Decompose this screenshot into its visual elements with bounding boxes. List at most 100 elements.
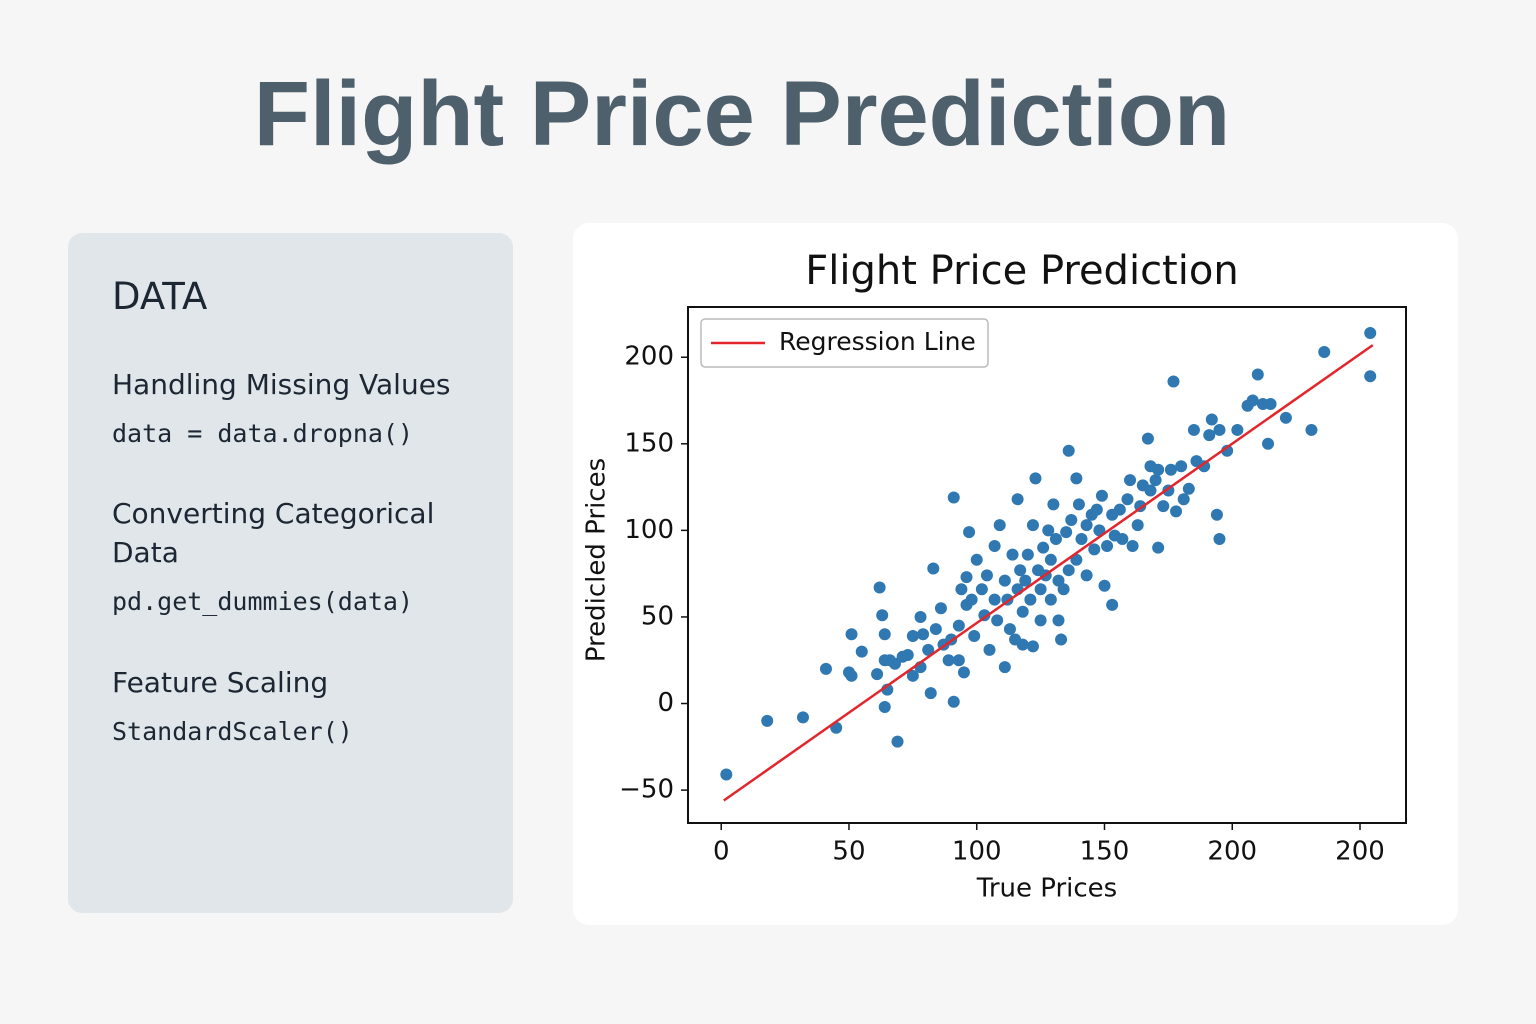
item-code: data = data.dropna()	[112, 419, 414, 448]
scatter-point	[878, 700, 891, 713]
scatter-point	[970, 553, 983, 566]
scatter-point	[761, 714, 774, 727]
x-tick-label: 150	[1080, 837, 1130, 867]
scatter-point	[927, 562, 940, 575]
scatter-point	[1203, 429, 1216, 442]
scatter-point	[1019, 574, 1032, 587]
scatter-point	[1026, 640, 1039, 653]
scatter-point	[845, 628, 858, 641]
scatter-point	[1006, 548, 1019, 561]
scatter-point	[1101, 539, 1114, 552]
scatter-point	[993, 519, 1006, 532]
scatter-point	[1003, 623, 1016, 636]
scatter-point	[1026, 519, 1039, 532]
panel-heading: DATA	[112, 275, 208, 318]
scatter-point	[1057, 583, 1070, 596]
scatter-point	[1231, 423, 1244, 436]
y-tick-label: 150	[624, 428, 674, 458]
scatter-point	[876, 609, 889, 622]
scatter-point	[871, 668, 884, 681]
item-code: StandardScaler()	[112, 717, 353, 746]
item-title: Handling Missing Values	[112, 368, 451, 401]
scatter-point	[796, 711, 809, 724]
scatter-point	[1305, 423, 1318, 436]
scatter-point	[1021, 548, 1034, 561]
scatter-point	[855, 645, 868, 658]
scatter-point	[1049, 533, 1062, 546]
scatter-point	[901, 649, 914, 662]
scatter-point	[819, 662, 832, 675]
item-title: Converting Categorical Data	[112, 497, 435, 569]
scatter-point	[906, 669, 919, 682]
scatter-point	[1011, 493, 1024, 506]
scatter-point	[1157, 500, 1170, 513]
scatter-point	[1047, 498, 1060, 511]
scatter-point	[968, 629, 981, 642]
legend-label: Regression Line	[779, 327, 976, 356]
scatter-point	[952, 619, 965, 632]
x-tick-label: 200	[1335, 837, 1385, 867]
scatter-point	[914, 610, 927, 623]
scatter-point	[1070, 472, 1083, 485]
scatter-point	[1318, 346, 1331, 359]
y-tick-label: 50	[641, 601, 674, 631]
scatter-point	[1106, 598, 1119, 611]
scatter-point	[1044, 593, 1057, 606]
scatter-point	[1072, 498, 1085, 511]
scatter-point	[1149, 474, 1162, 487]
scatter-point	[975, 583, 988, 596]
scatter-point	[1037, 541, 1050, 554]
scatter-point	[922, 643, 935, 656]
scatter-point	[934, 602, 947, 615]
scatter-point	[1177, 493, 1190, 506]
legend-box	[700, 318, 989, 368]
scatter-point	[1262, 437, 1275, 450]
scatter-point	[1070, 553, 1083, 566]
scatter-point	[998, 661, 1011, 674]
scatter-point	[1364, 326, 1377, 339]
scatter-point	[1152, 463, 1165, 476]
scatter-point	[955, 583, 968, 596]
scatter-point	[1124, 474, 1137, 487]
scatter-point	[991, 614, 1004, 627]
item-code: pd.get_dummies(data)	[112, 587, 414, 616]
x-tick-label: 0	[713, 837, 730, 867]
scatter-point	[942, 654, 955, 667]
scatter-point	[1042, 524, 1055, 537]
scatter-point	[878, 628, 891, 641]
scatter-point	[965, 593, 978, 606]
scatter-point	[983, 643, 996, 656]
scatter-point	[1141, 432, 1154, 445]
scatter-point	[1098, 579, 1111, 592]
scatter-point	[888, 657, 901, 670]
scatter-point	[1264, 397, 1277, 410]
regression-line	[723, 344, 1374, 802]
scatter-point	[960, 571, 973, 584]
scatter-point	[1170, 505, 1183, 518]
scatter-point	[1167, 375, 1180, 388]
scatter-point	[957, 666, 970, 679]
scatter-point	[1062, 444, 1075, 457]
scatter-point	[1088, 543, 1101, 556]
x-tick-label: 200	[1207, 837, 1257, 867]
scatter-point	[1034, 614, 1047, 627]
scatter-point	[1090, 503, 1103, 516]
scatter-point	[1175, 460, 1188, 473]
scatter-point	[1205, 413, 1218, 426]
scatter-point	[1062, 564, 1075, 577]
scatter-point	[845, 669, 858, 682]
scatter-point	[1364, 370, 1377, 383]
page-title: Flight Price Prediction	[253, 63, 1231, 165]
scatter-point	[1016, 605, 1029, 618]
scatter-point	[1052, 614, 1065, 627]
scatter-point	[1164, 463, 1177, 476]
scatter-point	[1065, 513, 1078, 526]
scatter-point	[1024, 593, 1037, 606]
scatter-point	[924, 687, 937, 700]
scatter-point	[988, 539, 1001, 552]
scatter-point	[873, 581, 886, 594]
scatter-point	[1121, 493, 1134, 506]
scatter-point	[1044, 553, 1057, 566]
x-axis-label: True Prices	[976, 874, 1117, 904]
